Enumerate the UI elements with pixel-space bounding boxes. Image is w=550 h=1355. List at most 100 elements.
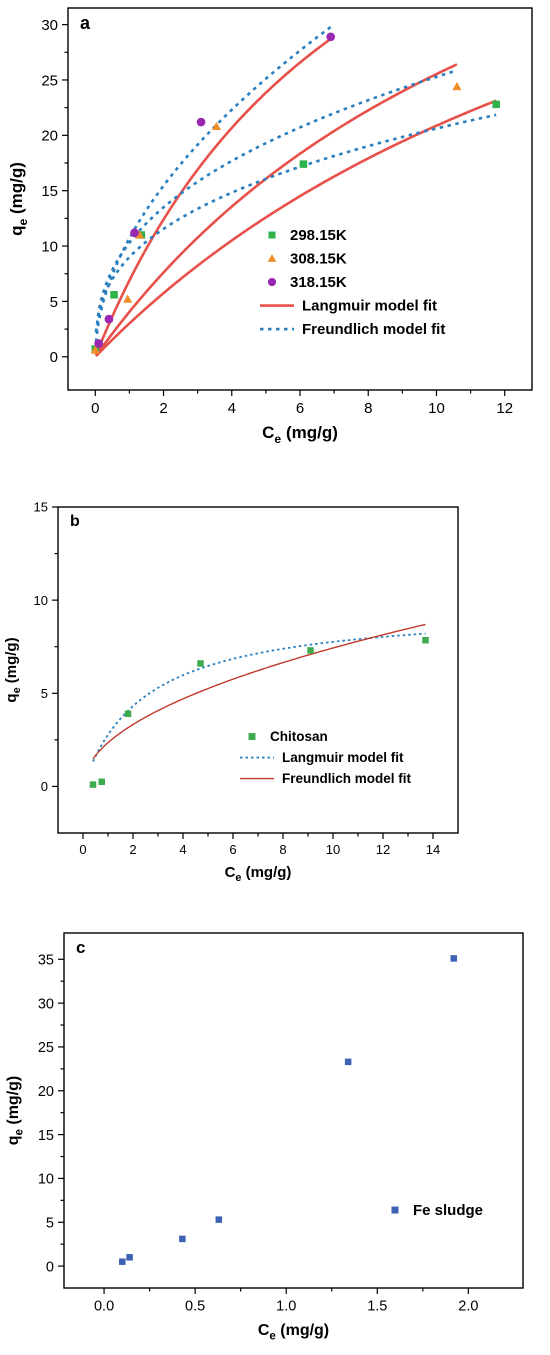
x-tick-label: 0.0 (94, 1299, 114, 1315)
x-tick-label: 0 (79, 842, 86, 857)
legend-label: 308.15K (290, 251, 347, 268)
data-point (130, 228, 139, 238)
legend-label: Fe sludge (413, 1202, 483, 1219)
legend-marker (267, 277, 277, 287)
y-tick-label: 30 (38, 996, 54, 1012)
data-point (98, 778, 105, 786)
x-tick-label: 4 (228, 400, 236, 417)
chart-c: 0.0 0.5 1.0 1.5 2.0 0 5 10 15 20 25 30 35 Ce (mg/g) qe… (5, 932, 524, 1342)
data-point (123, 294, 133, 303)
y-tick-label: 0 (50, 349, 58, 366)
data-point (104, 314, 114, 324)
data-point (179, 1235, 186, 1243)
y-tick-label: 0 (41, 779, 48, 794)
data-point (119, 1258, 126, 1265)
data-point (110, 291, 118, 299)
y-tick-label: 20 (41, 128, 58, 145)
data-point (94, 339, 104, 348)
x-tick-label: 14 (426, 842, 440, 857)
y-tick-label: 20 (38, 1084, 54, 1100)
x-tick-label: 6 (229, 842, 236, 857)
panel-label: b (70, 513, 80, 530)
x-tick-label: 4 (179, 842, 186, 857)
freundlich-fit-curve (94, 25, 332, 343)
x-tick-label: 1.0 (276, 1299, 296, 1315)
y-tick-label: 10 (38, 1172, 54, 1188)
y-tick-label: 5 (50, 294, 58, 311)
y-tick-label: 35 (38, 953, 54, 969)
panel-label: a (80, 13, 91, 33)
legend-label: Chitosan (270, 729, 328, 744)
y-tick-label: 15 (34, 500, 48, 515)
plot-frame (67, 7, 533, 391)
legend-label: Langmuir model fit (302, 298, 437, 315)
y-tick-label: 5 (46, 1215, 54, 1231)
data-point (89, 781, 97, 788)
legend-marker (248, 733, 256, 741)
x-axis-title: Ce (mg/g) (258, 1322, 329, 1342)
x-tick-label: 10 (428, 400, 445, 417)
legend-marker (391, 1206, 399, 1214)
data-point (124, 710, 132, 718)
y-axis-title: qe (mg/g) (7, 162, 30, 236)
data-point (215, 1216, 223, 1223)
x-axis-title: Ce (mg/g) (225, 864, 292, 884)
data-point (211, 121, 221, 131)
chart-a: 0 2 4 6 8 10 12 0 5 10 15 20 25 30 Ce (mg/g) qe (mg/g) a… (7, 7, 533, 446)
y-tick-label: 25 (38, 1040, 54, 1056)
x-tick-label: 12 (496, 400, 513, 417)
y-tick-label: 25 (41, 72, 58, 89)
y-tick-label: 0 (46, 1259, 54, 1275)
legend-label: Langmuir model fit (282, 750, 404, 765)
data-point (422, 636, 429, 644)
y-tick-label: 15 (38, 1128, 54, 1144)
x-tick-label: 1.5 (367, 1299, 387, 1315)
legend-label: Freundlich model fit (282, 771, 412, 786)
data-point (90, 345, 100, 354)
x-tick-label: 10 (326, 842, 340, 857)
y-tick-label: 10 (41, 238, 58, 255)
langmuir-fit-curve (95, 99, 497, 357)
x-tick-label: 8 (279, 842, 286, 857)
y-tick-label: 15 (41, 183, 58, 200)
freundlich-fit-curve (92, 623, 426, 760)
data-point (492, 100, 500, 109)
x-tick-label: 12 (376, 842, 390, 857)
data-point (450, 955, 458, 962)
langmuir-fit-curve (94, 37, 332, 356)
x-tick-label: 8 (364, 400, 372, 417)
x-tick-label: 6 (296, 400, 304, 417)
plot-frame (63, 932, 524, 1289)
x-tick-label: 2 (129, 842, 136, 857)
legend-label: 318.15K (290, 274, 347, 291)
data-point (197, 660, 204, 667)
freundlich-fit-curve (94, 113, 497, 333)
chart-b: 0 2 4 6 8 10 12 14 0 5 10 15 Ce (mg/g) qe (mg/g) b Chit… (3, 500, 459, 884)
x-tick-label: 0 (91, 400, 99, 417)
y-axis-title: qe (mg/g) (5, 1076, 25, 1146)
data-point (196, 117, 206, 127)
legend-label: Freundlich model fit (302, 321, 445, 338)
legend-marker (267, 254, 277, 262)
x-tick-label: 0.5 (185, 1299, 205, 1315)
y-tick-label: 10 (34, 593, 48, 608)
data-point (344, 1058, 352, 1066)
y-tick-label: 30 (41, 17, 58, 34)
data-point (326, 32, 336, 42)
x-axis-title: Ce (mg/g) (262, 423, 338, 446)
data-point (307, 647, 314, 654)
freundlich-fit-curve (94, 69, 458, 333)
data-point (299, 160, 308, 168)
y-tick-label: 5 (41, 686, 48, 701)
data-point (126, 1254, 133, 1261)
x-tick-label: 2.0 (458, 1299, 478, 1315)
x-tick-label: 2 (159, 400, 167, 417)
y-axis-title: qe (mg/g) (3, 637, 23, 702)
data-point (452, 81, 462, 91)
legend-marker (268, 231, 276, 239)
langmuir-fit-curve (92, 632, 426, 762)
langmuir-fit-curve (94, 63, 458, 357)
panel-label: c (76, 938, 85, 957)
legend-label: 298.15K (290, 227, 347, 244)
data-point (135, 230, 145, 239)
